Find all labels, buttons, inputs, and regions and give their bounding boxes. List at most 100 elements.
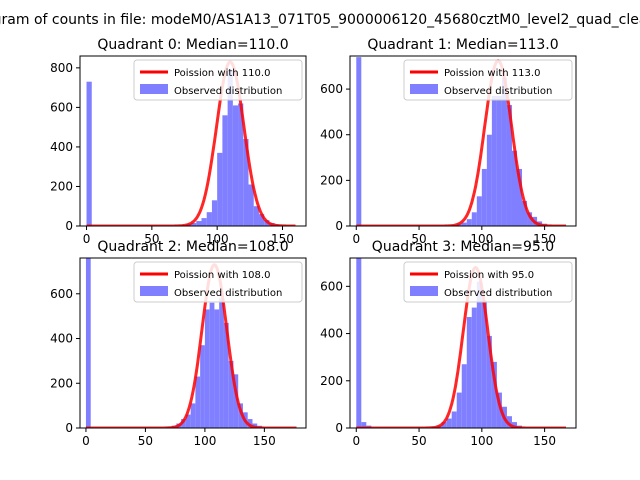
- histogram-bar: [227, 69, 233, 226]
- subplot-quadrant-2: 0 50 100 150 0 200 400 600 Quadrant 2: Median=10…: [50, 239, 307, 448]
- legend-label-poisson: Poission with 108.0: [174, 270, 270, 281]
- legend-label-observed: Observed distribution: [444, 86, 552, 97]
- y-tick-label: 600: [320, 279, 343, 293]
- histogram-bar: [361, 422, 367, 428]
- histogram-bar: [232, 105, 239, 226]
- x-tick-label: 100: [470, 232, 493, 246]
- subplot-quadrant-0: 0 50 100 150 0 200 400 600 800 Quadrant 0: Median…: [50, 37, 307, 246]
- histogram-bar: [204, 309, 210, 428]
- histogram-bar: [461, 364, 467, 428]
- y-tick-label: 400: [320, 327, 343, 341]
- histogram-bar: [217, 152, 223, 226]
- histogram-bar: [476, 281, 482, 428]
- plot-area: [356, 57, 567, 226]
- histogram-bar: [471, 307, 477, 428]
- legend-box: [133, 59, 303, 101]
- histogram-bar: [476, 196, 482, 226]
- y-tick-label: 200: [50, 179, 73, 193]
- plot-area: [356, 258, 567, 428]
- histogram-bar: [243, 139, 249, 226]
- histogram-bar: [486, 335, 492, 428]
- histogram-bar: [511, 422, 517, 428]
- poisson-curve: [356, 265, 567, 428]
- histogram-bar: [85, 258, 91, 428]
- histogram-bar: [211, 200, 218, 226]
- x-tick-label: 100: [206, 232, 229, 246]
- histogram-bar: [228, 360, 234, 428]
- subplot-title: Quadrant 0: Median=110.0: [97, 37, 288, 53]
- axes-frame: [349, 257, 577, 429]
- legend-bar-swatch: [410, 286, 438, 296]
- poisson-curve: [356, 59, 567, 226]
- legend-label-observed: Observed distribution: [444, 288, 552, 299]
- legend: Poission with 113.0 Observed distribution: [403, 59, 573, 101]
- histogram-bar: [214, 309, 220, 428]
- y-tick-label: 400: [50, 140, 73, 154]
- histogram-bar: [258, 214, 265, 226]
- y-tick-label: 200: [320, 374, 343, 388]
- y-tick-label: 400: [50, 332, 73, 346]
- legend: Poission with 95.0 Observed distribution: [403, 261, 573, 303]
- y-tick-label: 400: [320, 128, 343, 142]
- histogram-bar: [522, 200, 528, 226]
- y-tick-label: 600: [320, 82, 343, 96]
- histogram-bar: [506, 105, 512, 226]
- legend-box: [403, 59, 573, 101]
- axes-frame: [79, 257, 307, 429]
- legend-bar-swatch: [410, 84, 438, 94]
- x-tick-label: 150: [533, 434, 556, 448]
- y-tick-label: 0: [335, 219, 343, 233]
- histogram-bar: [486, 134, 492, 226]
- x-tick-label: 0: [83, 232, 91, 246]
- x-tick-label: 150: [271, 232, 294, 246]
- subplot-quadrant-1: 0 50 100 150 0 200 400 600 Quadrant 1: Median=11…: [320, 37, 577, 246]
- histogram-bar: [471, 212, 477, 226]
- x-tick-label: 150: [533, 232, 556, 246]
- histogram-bar: [185, 414, 191, 428]
- y-tick-label: 0: [335, 421, 343, 435]
- subplot-quadrant-3: 0 50 100 150 0 200 400 600 Quadrant 3: Median=95…: [320, 239, 577, 448]
- legend-label-observed: Observed distribution: [174, 86, 282, 97]
- histogram-bar: [491, 95, 497, 226]
- axes-frame: [349, 55, 577, 227]
- y-tick-label: 0: [65, 421, 73, 435]
- histogram-bar: [233, 374, 239, 428]
- y-tick-label: 200: [320, 173, 343, 187]
- histogram-bar: [223, 322, 229, 428]
- histogram-bar: [181, 419, 186, 428]
- plot-area: [86, 60, 296, 226]
- subplot-grid: 0 50 100 150 0 200 400 600 800 Quadrant 0: Median…: [50, 37, 577, 448]
- histogram-bar: [206, 212, 212, 226]
- histogram-bar: [209, 302, 215, 428]
- subplot-title: Quadrant 1: Median=113.0: [367, 37, 558, 53]
- x-tick-label: 0: [352, 434, 360, 448]
- histogram-bar: [356, 57, 362, 226]
- legend-label-poisson: Poission with 95.0: [444, 270, 534, 281]
- histogram-bar: [86, 81, 92, 226]
- x-tick-label: 50: [144, 232, 159, 246]
- legend-label-poisson: Poission with 113.0: [444, 68, 540, 79]
- histogram-bar: [506, 416, 512, 428]
- legend-bar-swatch: [140, 286, 168, 296]
- histogram-bar: [222, 115, 228, 226]
- x-tick-label: 0: [352, 232, 360, 246]
- histogram-bar: [441, 422, 447, 428]
- legend-box: [403, 261, 573, 303]
- legend-label-poisson: Poission with 110.0: [174, 68, 270, 79]
- histogram-bar: [481, 300, 487, 428]
- subplot-title: Quadrant 2: Median=108.0: [97, 239, 288, 255]
- y-tick-label: 0: [65, 219, 73, 233]
- axes-frame: [79, 55, 307, 227]
- histogram-bar: [446, 418, 452, 428]
- legend: Poission with 110.0 Observed distribution: [133, 59, 303, 101]
- histogram-bar: [253, 206, 259, 226]
- y-tick-label: 600: [50, 100, 73, 114]
- legend-bar-swatch: [140, 84, 168, 94]
- histogram-bar: [191, 223, 197, 226]
- legend: Poission with 108.0 Observed distribution: [133, 261, 303, 303]
- histogram-bar: [496, 95, 502, 226]
- histogram-bar: [456, 392, 462, 428]
- histogram-bar: [201, 218, 207, 226]
- histogram-bar: [451, 411, 457, 428]
